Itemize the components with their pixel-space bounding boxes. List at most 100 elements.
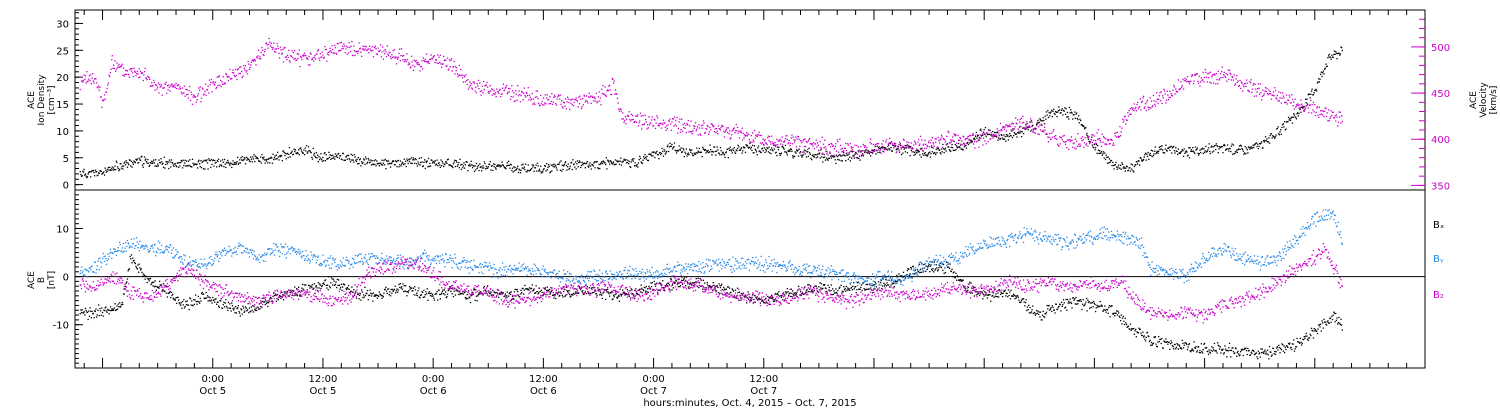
velocity-series-point (552, 104, 553, 105)
bx-series-point (415, 289, 416, 290)
density-series-point (1196, 149, 1197, 150)
density-series-point (1289, 119, 1290, 120)
density-series-point (1094, 149, 1095, 150)
density-series-point (494, 164, 495, 165)
density-series-point (1162, 149, 1163, 150)
velocity-series-point (824, 140, 825, 141)
density-series-point (121, 168, 122, 169)
density-series-point (1268, 141, 1269, 142)
velocity-series-point (478, 80, 479, 81)
velocity-series-point (589, 93, 590, 94)
velocity-series-point (559, 98, 560, 99)
velocity-series-point (1295, 106, 1296, 107)
density-series-point (835, 163, 836, 164)
bx-series-point (470, 302, 471, 303)
density-series-point (1039, 118, 1040, 119)
density-series-point (1294, 114, 1295, 115)
bx-series-point (541, 292, 542, 293)
velocity-series-point (1061, 137, 1062, 138)
velocity-series-point (128, 74, 129, 75)
velocity-series-point (1222, 67, 1223, 68)
bx-series-point (400, 283, 401, 284)
density-series-point (380, 163, 381, 164)
bx-series-point (267, 302, 268, 303)
density-series-point (758, 145, 759, 146)
velocity-series-point (976, 141, 977, 142)
velocity-series-point (1103, 136, 1104, 137)
velocity-series-point (153, 80, 154, 81)
velocity-series-point (491, 88, 492, 89)
density-series-point (707, 151, 708, 152)
velocity-series-point (1226, 81, 1227, 82)
velocity-series-point (381, 51, 382, 52)
velocity-series-point (238, 68, 239, 69)
velocity-series-point (801, 140, 802, 141)
density-series-point (291, 152, 292, 153)
bx-series-point (268, 302, 269, 303)
density-series-point (538, 170, 539, 171)
velocity-series-point (472, 89, 473, 90)
density-series-point (688, 152, 689, 153)
velocity-series-point (139, 68, 140, 69)
bx-series-point (118, 304, 119, 305)
density-series-point (1188, 155, 1189, 156)
density-series-point (1133, 171, 1134, 172)
top-panel-series (80, 38, 1343, 178)
density-series-point (737, 148, 738, 149)
density-series-point (1125, 171, 1126, 172)
velocity-series-point (960, 138, 961, 139)
velocity-series-point (775, 146, 776, 147)
density-series-point (219, 166, 220, 167)
bx-series-point (114, 307, 115, 308)
density-series-point (208, 168, 209, 169)
density-series-point (495, 167, 496, 168)
density-series-point (217, 161, 218, 162)
velocity-series-point (1029, 127, 1030, 128)
velocity-series-point (795, 136, 796, 137)
bx-series-point (487, 285, 488, 286)
velocity-series-point (873, 144, 874, 145)
velocity-series-point (206, 95, 207, 96)
velocity-series-point (863, 144, 864, 145)
density-series-point (223, 166, 224, 167)
density-series-point (154, 162, 155, 163)
density-series-point (1022, 128, 1023, 129)
density-series-point (1059, 109, 1060, 110)
density-series-point (188, 161, 189, 162)
velocity-series-point (551, 93, 552, 94)
velocity-series-point (1335, 115, 1336, 116)
density-series-point (189, 159, 190, 160)
velocity-series-point (291, 56, 292, 57)
density-series-point (805, 150, 806, 151)
density-series-point (874, 149, 875, 150)
velocity-series-point (154, 90, 155, 91)
velocity-series-point (289, 60, 290, 61)
velocity-series-point (300, 56, 301, 57)
velocity-series-point (210, 84, 211, 85)
velocity-series-point (640, 113, 641, 114)
velocity-series-point (554, 95, 555, 96)
density-series-point (810, 158, 811, 159)
velocity-series-point (587, 101, 588, 102)
density-series-point (1285, 129, 1286, 130)
velocity-series-point (1033, 132, 1034, 133)
velocity-series-point (1307, 104, 1308, 105)
density-series-point (623, 161, 624, 162)
bx-series-point (183, 304, 184, 305)
density-series-point (1080, 120, 1081, 121)
density-series-point (919, 151, 920, 152)
velocity-series-point (1256, 91, 1257, 92)
bx-series-point (185, 306, 186, 307)
velocity-series-point (215, 82, 216, 83)
density-series-point (1075, 118, 1076, 119)
bx-series-point (507, 302, 508, 303)
velocity-series-point (172, 86, 173, 87)
velocity-series-point (973, 143, 974, 144)
density-series-point (376, 160, 377, 161)
density-series-point (1020, 132, 1021, 133)
density-series-point (682, 148, 683, 149)
density-series-point (930, 157, 931, 158)
density-series-point (888, 145, 889, 146)
velocity-series-point (527, 95, 528, 96)
